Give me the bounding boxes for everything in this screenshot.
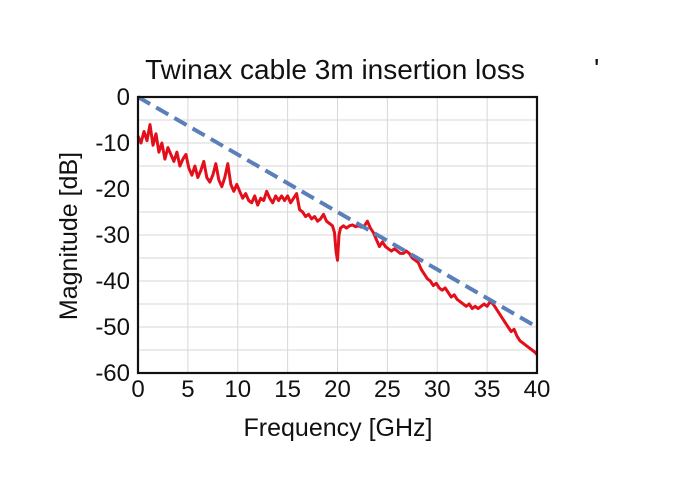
x-tick-label-0: 0 — [131, 376, 144, 403]
fit-line-dashed — [137, 95, 538, 329]
series-layer — [136, 95, 539, 356]
x-tick-label-2: 10 — [224, 376, 251, 403]
y-tick-label-3: -30 — [95, 222, 130, 249]
stray-mark: ' — [594, 53, 599, 84]
x-tick-label-7: 35 — [474, 376, 501, 403]
y-tick-label-1: -10 — [95, 130, 130, 157]
tick-labels: 0 5 10 15 20 25 30 35 40 0 -10 -20 -30 -40 -50 -60 — [95, 84, 550, 403]
y-axis-title: Magnitude [dB] — [55, 152, 83, 320]
x-tick-label-3: 15 — [274, 376, 301, 403]
x-tick-label-4: 20 — [324, 376, 351, 403]
y-tick-label-2: -20 — [95, 176, 130, 203]
measured-loss-line — [136, 123, 539, 356]
plot-frame — [136, 95, 539, 375]
x-axis-title: Frequency [GHz] — [244, 414, 433, 442]
x-tick-label-6: 30 — [424, 376, 451, 403]
y-tick-label-4: -40 — [95, 268, 130, 295]
x-tick-label-8: 40 — [524, 376, 551, 403]
x-tick-label-5: 25 — [374, 376, 401, 403]
x-tick-label-1: 5 — [181, 376, 194, 403]
y-tick-label-0: 0 — [117, 84, 130, 111]
chart-title: Twinax cable 3m insertion loss — [145, 54, 525, 85]
y-tick-label-6: -60 — [95, 360, 130, 387]
y-tick-label-5: -50 — [95, 314, 130, 341]
